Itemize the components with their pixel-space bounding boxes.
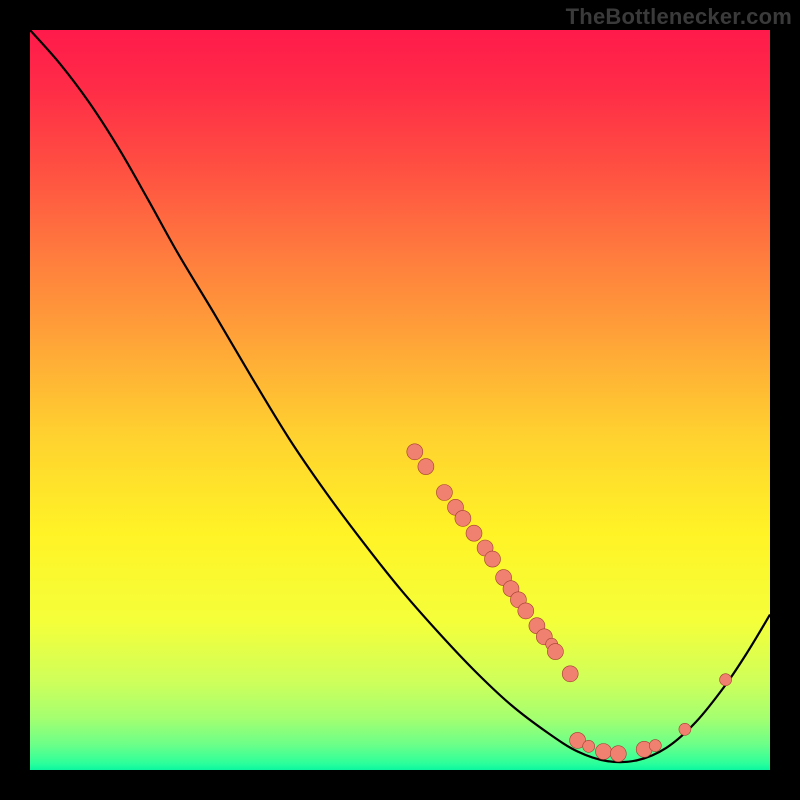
- data-marker: [518, 603, 534, 619]
- plot-background: [30, 30, 770, 770]
- data-marker: [455, 510, 471, 526]
- data-marker: [596, 744, 612, 760]
- data-marker: [407, 444, 423, 460]
- data-marker: [418, 459, 434, 475]
- data-marker: [485, 551, 501, 567]
- data-marker: [562, 666, 578, 682]
- data-marker: [649, 740, 661, 752]
- chart-container: { "meta": { "watermark": "TheBottlenecke…: [0, 0, 800, 800]
- data-marker: [583, 740, 595, 752]
- bottleneck-chart: [0, 0, 800, 800]
- data-marker: [436, 485, 452, 501]
- data-marker: [547, 644, 563, 660]
- data-marker: [466, 525, 482, 541]
- data-marker: [720, 674, 732, 686]
- data-marker: [610, 746, 626, 762]
- watermark-text: TheBottlenecker.com: [566, 4, 792, 30]
- data-marker: [679, 723, 691, 735]
